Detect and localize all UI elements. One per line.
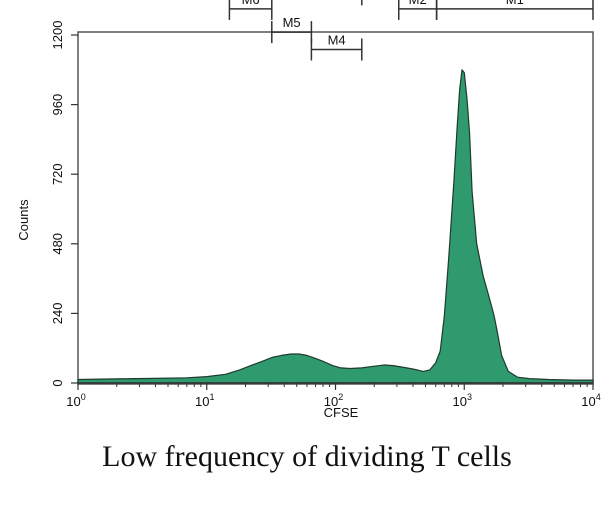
y-tick-label: 480	[50, 233, 65, 255]
axes: 0 240 480 720 960 1200 100 101 102 103 104	[50, 21, 601, 409]
gate-label: M2	[409, 0, 427, 7]
histogram-area-0	[77, 69, 594, 384]
gate-label: M1	[506, 0, 524, 7]
plot-frame	[77, 31, 594, 385]
gate-m3: M3	[361, 0, 400, 6]
y-tick-label: 1200	[50, 21, 65, 50]
gate-m1: M1	[435, 0, 594, 20]
gate-label: M6	[242, 0, 260, 7]
y-tick-label: 240	[50, 303, 65, 325]
x-tick-label: 101	[195, 392, 214, 409]
gate-label: M5	[283, 15, 301, 30]
gate-m2: M2	[398, 0, 438, 20]
gate-label: M4	[328, 33, 346, 48]
x-axis-label: CFSE	[324, 405, 359, 420]
gate-m4: M4	[310, 33, 363, 61]
figure-caption: Low frequency of dividing T cells	[102, 440, 512, 473]
gate-markers: M6 M5 M4 M3 M2 M1	[228, 0, 594, 61]
x-tick-label: 100	[66, 392, 85, 409]
y-tick-label: 0	[50, 379, 65, 386]
x-tick-label: 102	[324, 392, 343, 409]
histogram-data	[77, 69, 594, 384]
y-tick-label: 960	[50, 94, 65, 116]
x-tick-label: 103	[453, 392, 472, 409]
x-tick-label: 104	[581, 392, 600, 409]
gate-m6: M6	[228, 0, 273, 20]
y-tick-label: 720	[50, 163, 65, 185]
y-axis-label: Counts	[16, 199, 31, 241]
